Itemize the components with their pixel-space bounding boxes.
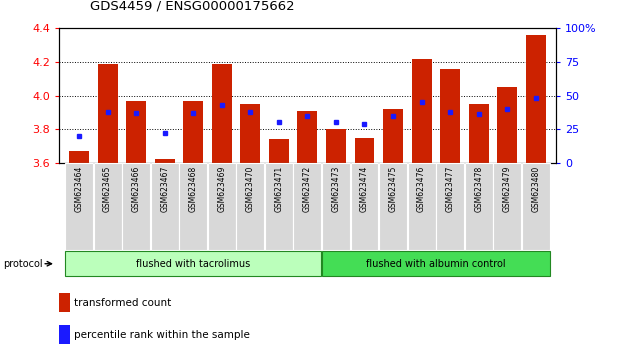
Text: GSM623477: GSM623477	[446, 165, 455, 212]
Text: GSM623464: GSM623464	[75, 165, 83, 212]
FancyBboxPatch shape	[322, 251, 550, 276]
FancyBboxPatch shape	[65, 163, 93, 250]
Text: GSM623470: GSM623470	[246, 165, 255, 212]
Bar	[440, 69, 460, 163]
Text: percentile rank within the sample: percentile rank within the sample	[74, 330, 250, 339]
Bar	[59, 293, 70, 312]
Text: GSM623474: GSM623474	[360, 165, 369, 212]
FancyBboxPatch shape	[293, 163, 322, 250]
Bar	[383, 109, 403, 163]
FancyBboxPatch shape	[237, 163, 265, 250]
Bar	[155, 159, 175, 163]
FancyBboxPatch shape	[522, 163, 550, 250]
Text: GSM623475: GSM623475	[389, 165, 397, 212]
Text: GSM623472: GSM623472	[303, 165, 312, 212]
Bar	[240, 104, 260, 163]
Bar	[526, 35, 546, 163]
Bar	[59, 325, 70, 344]
Bar	[126, 101, 146, 163]
FancyBboxPatch shape	[436, 163, 464, 250]
Text: protocol: protocol	[3, 259, 43, 269]
FancyBboxPatch shape	[465, 163, 492, 250]
Text: flushed with tacrolimus: flushed with tacrolimus	[136, 259, 250, 269]
FancyBboxPatch shape	[350, 163, 378, 250]
FancyBboxPatch shape	[265, 163, 293, 250]
Bar	[69, 151, 89, 163]
Text: transformed count: transformed count	[74, 298, 171, 308]
Bar	[412, 59, 432, 163]
Text: GSM623478: GSM623478	[474, 165, 483, 212]
FancyBboxPatch shape	[94, 163, 122, 250]
Bar	[183, 101, 203, 163]
Bar	[326, 129, 346, 163]
FancyBboxPatch shape	[208, 163, 236, 250]
Text: GSM623480: GSM623480	[532, 165, 540, 212]
Text: GSM623466: GSM623466	[132, 165, 140, 212]
FancyBboxPatch shape	[122, 163, 150, 250]
Bar	[212, 64, 232, 163]
Bar	[469, 104, 489, 163]
FancyBboxPatch shape	[322, 163, 350, 250]
Text: GSM623473: GSM623473	[332, 165, 340, 212]
Text: GSM623476: GSM623476	[417, 165, 426, 212]
Text: GSM623479: GSM623479	[503, 165, 512, 212]
FancyBboxPatch shape	[379, 163, 407, 250]
Text: GSM623471: GSM623471	[274, 165, 283, 212]
Text: GSM623467: GSM623467	[160, 165, 169, 212]
Text: flushed with albumin control: flushed with albumin control	[366, 259, 505, 269]
Bar	[355, 138, 374, 163]
Bar	[97, 64, 117, 163]
FancyBboxPatch shape	[65, 251, 322, 276]
Bar	[497, 87, 517, 163]
FancyBboxPatch shape	[407, 163, 435, 250]
FancyBboxPatch shape	[151, 163, 179, 250]
Bar	[269, 139, 289, 163]
Text: GSM623469: GSM623469	[217, 165, 226, 212]
FancyBboxPatch shape	[179, 163, 207, 250]
FancyBboxPatch shape	[493, 163, 521, 250]
Text: GDS4459 / ENSG00000175662: GDS4459 / ENSG00000175662	[90, 0, 295, 12]
Text: GSM623465: GSM623465	[103, 165, 112, 212]
Bar	[297, 111, 317, 163]
Text: GSM623468: GSM623468	[189, 165, 197, 212]
